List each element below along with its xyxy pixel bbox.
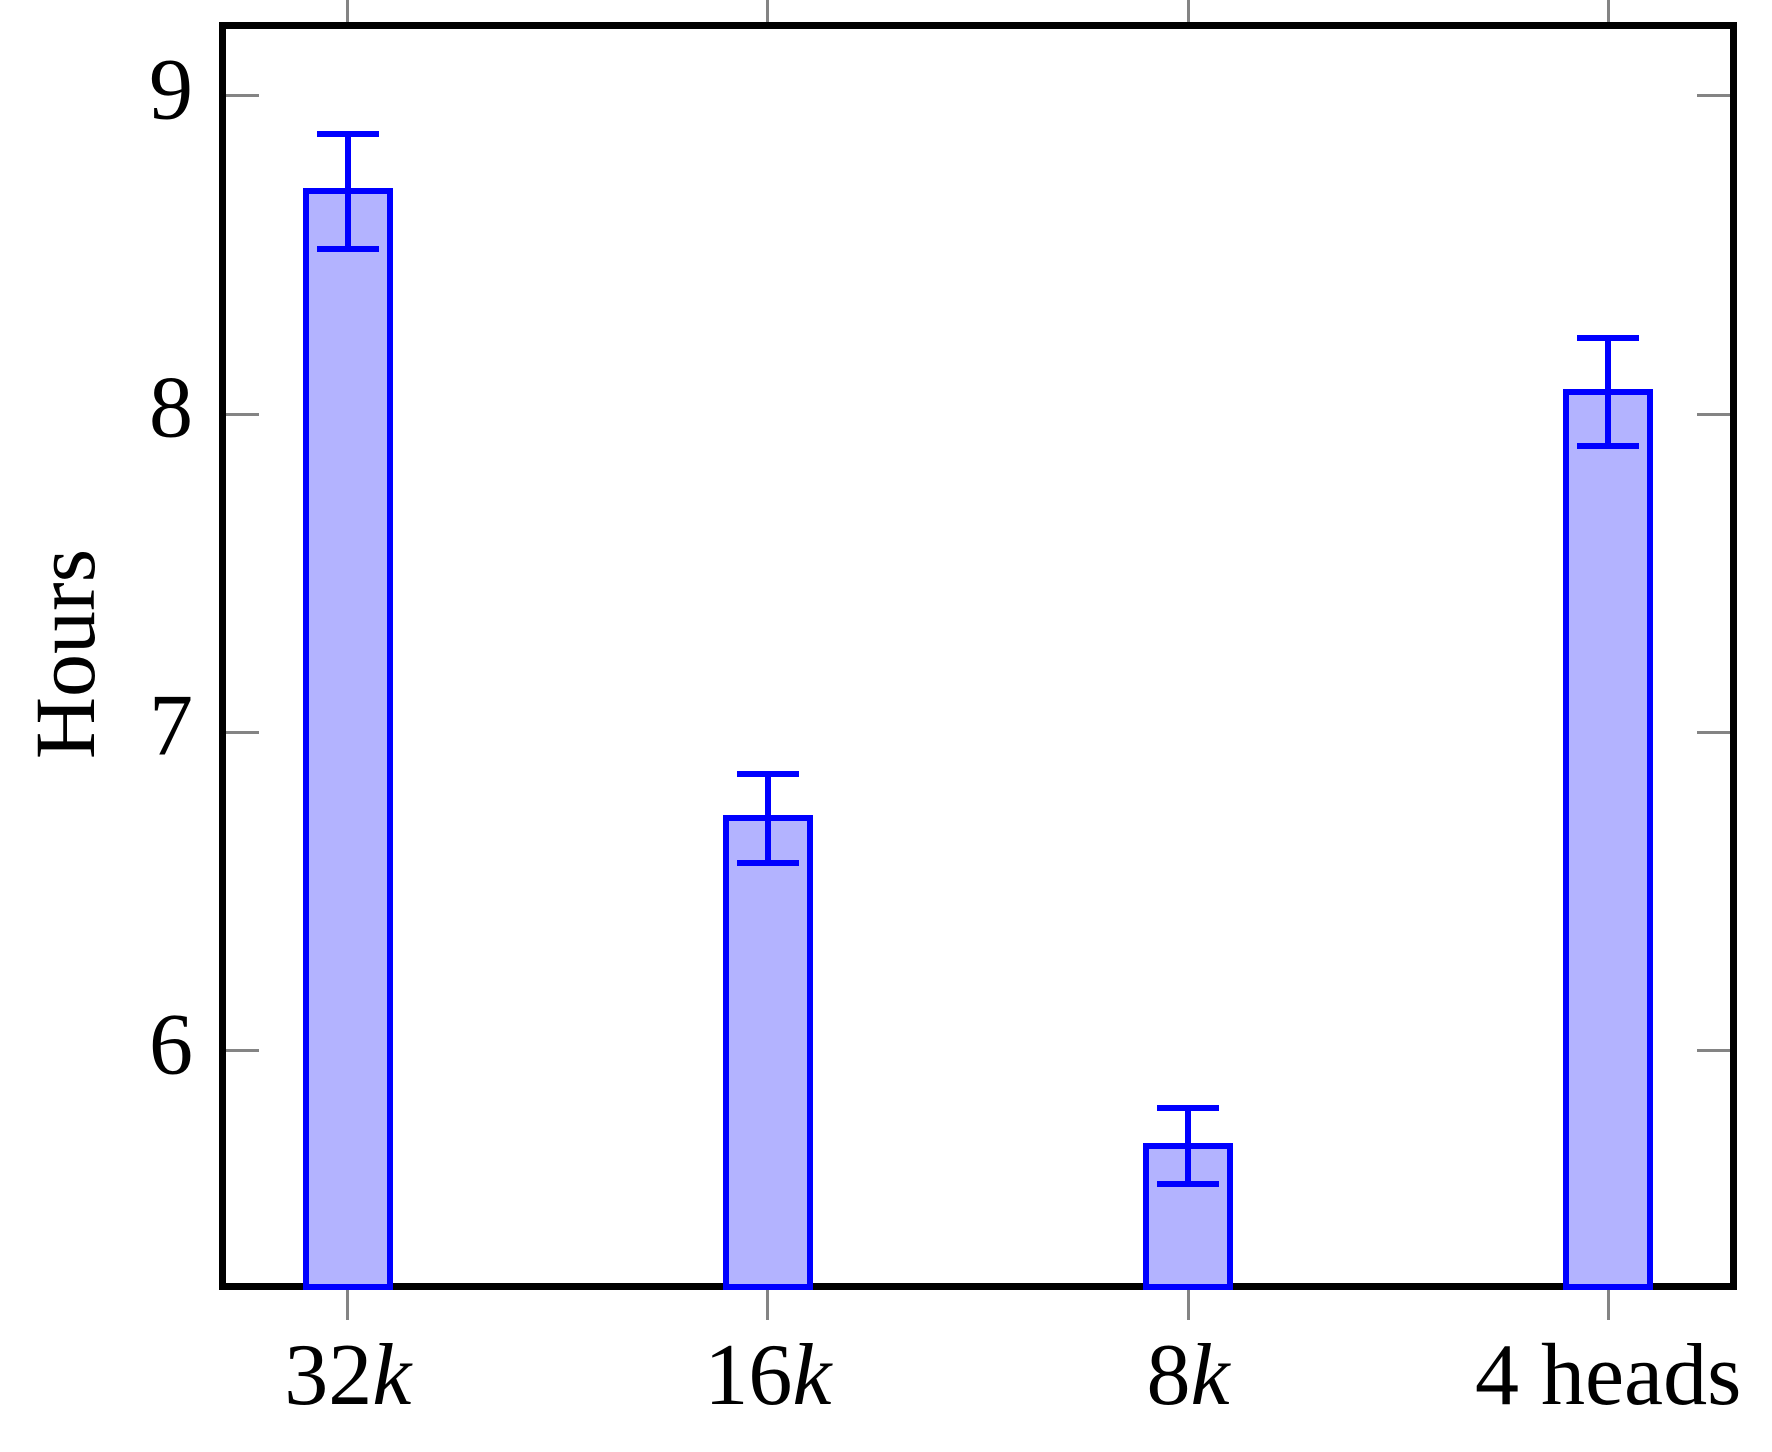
error-bar-line <box>764 773 771 863</box>
error-bar-cap-bottom <box>1157 1181 1220 1188</box>
category-label-part: 16 <box>704 1327 793 1424</box>
error-bar-line <box>344 134 351 249</box>
category-label-italic-part: k <box>792 1327 832 1424</box>
y-tick-label: 7 <box>149 678 193 776</box>
x-tick-mark-top <box>346 0 350 22</box>
error-bar-line <box>1605 337 1612 446</box>
y-tick-mark-right <box>1697 1049 1730 1053</box>
category-label-part: 8 <box>1146 1327 1191 1424</box>
bar <box>722 815 813 1290</box>
category-label-part: 32 <box>284 1327 373 1424</box>
x-tick-mark-bottom <box>1186 1290 1190 1320</box>
bar <box>302 188 393 1290</box>
error-bar-cap-top <box>1577 334 1640 341</box>
x-tick-mark-top <box>1186 0 1190 22</box>
x-tick-mark-top <box>1606 0 1610 22</box>
y-tick-mark-left <box>226 730 259 734</box>
x-tick-label: 4 heads <box>1475 1332 1741 1420</box>
error-bar-cap-bottom <box>1577 442 1640 449</box>
y-axis-label: Hours <box>17 548 113 760</box>
category-label-italic-part: k <box>1190 1327 1230 1424</box>
x-tick-label: 32k <box>284 1332 411 1420</box>
y-tick-label: 9 <box>149 41 193 139</box>
error-bar-cap-bottom <box>736 859 799 866</box>
x-tick-label: 8k <box>1147 1332 1230 1420</box>
x-tick-mark-bottom <box>766 1290 770 1320</box>
x-tick-mark-top <box>766 0 770 22</box>
y-tick-mark-right <box>1697 94 1730 98</box>
y-tick-mark-right <box>1697 412 1730 416</box>
y-tick-mark-left <box>226 1049 259 1053</box>
y-tick-mark-right <box>1697 730 1730 734</box>
error-bar-cap-top <box>316 131 379 138</box>
y-tick-label: 6 <box>149 996 193 1094</box>
y-tick-mark-left <box>226 412 259 416</box>
plot-area-frame <box>219 22 1737 1290</box>
x-tick-mark-bottom <box>346 1290 350 1320</box>
x-tick-label: 16k <box>704 1332 831 1420</box>
error-bar-cap-top <box>736 770 799 777</box>
error-bar-cap-bottom <box>316 245 379 252</box>
error-bar-line <box>1185 1107 1192 1185</box>
category-label-part: 4 heads <box>1474 1327 1742 1424</box>
y-tick-label: 8 <box>149 359 193 457</box>
bar <box>1563 388 1654 1290</box>
category-label-italic-part: k <box>372 1327 412 1424</box>
x-tick-mark-bottom <box>1606 1290 1610 1320</box>
error-bar-cap-top <box>1157 1104 1220 1111</box>
y-tick-mark-left <box>226 94 259 98</box>
